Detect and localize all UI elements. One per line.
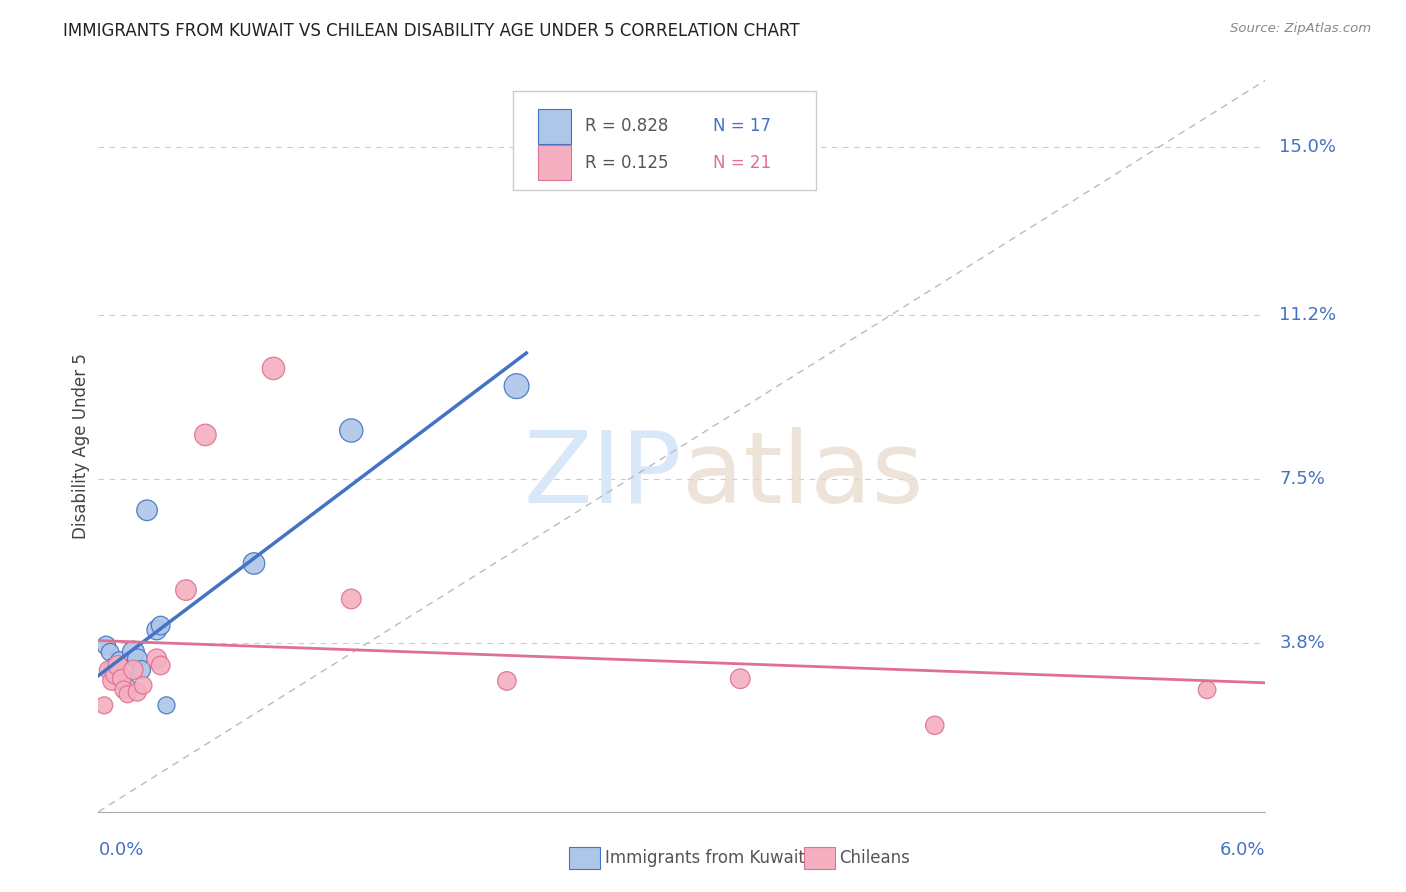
Text: 7.5%: 7.5%: [1279, 470, 1326, 488]
Point: [96, 639, 118, 653]
Point: [117, 687, 139, 701]
Point: [146, 652, 169, 666]
Point: [127, 685, 149, 699]
Point: [122, 663, 145, 677]
Text: ZIP: ZIP: [523, 426, 682, 524]
Point: [132, 678, 155, 692]
Bar: [538, 109, 571, 144]
Point: [243, 557, 266, 571]
Point: [149, 658, 172, 673]
Point: [146, 623, 169, 637]
Point: [730, 672, 752, 686]
Point: [155, 698, 177, 713]
Point: [111, 672, 134, 686]
Text: IMMIGRANTS FROM KUWAIT VS CHILEAN DISABILITY AGE UNDER 5 CORRELATION CHART: IMMIGRANTS FROM KUWAIT VS CHILEAN DISABI…: [63, 22, 800, 40]
Text: 11.2%: 11.2%: [1279, 306, 1337, 324]
Text: Chileans: Chileans: [839, 849, 910, 867]
Point: [194, 428, 217, 442]
Point: [101, 673, 124, 688]
Point: [108, 654, 131, 668]
Text: Source: ZipAtlas.com: Source: ZipAtlas.com: [1230, 22, 1371, 36]
Point: [496, 673, 519, 688]
Text: 15.0%: 15.0%: [1279, 137, 1336, 156]
Point: [149, 618, 172, 632]
Point: [129, 663, 152, 677]
Text: N = 17: N = 17: [713, 118, 772, 136]
Text: atlas: atlas: [682, 426, 924, 524]
Point: [112, 682, 135, 697]
Point: [117, 681, 139, 695]
Text: 0.0%: 0.0%: [98, 841, 143, 859]
Point: [127, 652, 149, 666]
Text: R = 0.125: R = 0.125: [585, 154, 668, 172]
Point: [262, 361, 284, 376]
Y-axis label: Disability Age Under 5: Disability Age Under 5: [72, 353, 90, 539]
Point: [505, 379, 527, 393]
Point: [340, 591, 363, 606]
Bar: [538, 145, 571, 180]
Point: [103, 660, 125, 674]
FancyBboxPatch shape: [513, 91, 815, 190]
Point: [174, 583, 197, 598]
Point: [107, 665, 129, 679]
Text: 6.0%: 6.0%: [1220, 841, 1265, 859]
Text: N = 21: N = 21: [713, 154, 772, 172]
Point: [924, 718, 946, 732]
Point: [122, 645, 145, 659]
Point: [104, 667, 127, 681]
Text: 3.8%: 3.8%: [1279, 634, 1324, 652]
Point: [1197, 682, 1219, 697]
Point: [340, 424, 363, 438]
Point: [98, 645, 121, 659]
Point: [97, 663, 120, 677]
Point: [112, 672, 135, 686]
Text: R = 0.828: R = 0.828: [585, 118, 668, 136]
Text: Immigrants from Kuwait: Immigrants from Kuwait: [605, 849, 804, 867]
Point: [93, 698, 115, 713]
Point: [107, 658, 129, 673]
Point: [136, 503, 159, 517]
